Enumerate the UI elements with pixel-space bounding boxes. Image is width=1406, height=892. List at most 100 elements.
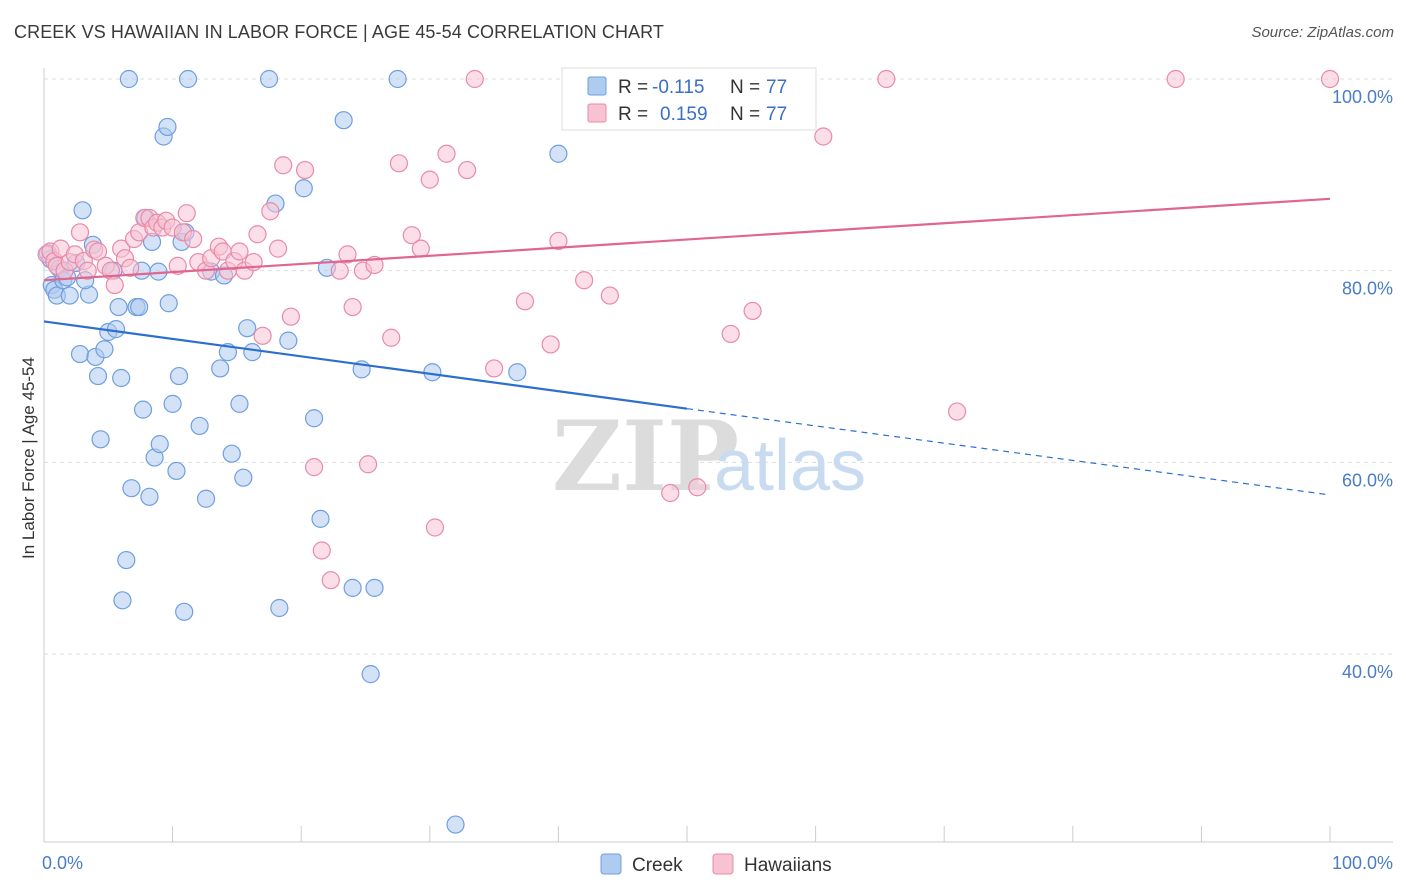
hawaiian-point-8 [70,223,90,242]
hawaiian-point-82 [1166,69,1185,89]
hawaiian-point-63 [425,518,445,537]
bottom-legend: Creek Hawaiians [600,853,832,876]
hawaiian-trend-line [43,197,1331,282]
hawaiian-point-62 [420,170,439,189]
creek-point-30 [133,400,153,419]
creek-point-25 [119,69,138,89]
chart-title: CREEK VS HAWAIIAN IN LABOR FORCE | AGE 4… [14,22,665,42]
creek-point-62 [311,509,330,528]
creek-point-61 [304,409,324,428]
y-tick-label-2: 80.0% [1342,279,1393,299]
creek-point-55 [243,343,262,362]
hawaiian-point-58 [382,328,401,347]
hawaiian-point-51 [321,571,340,590]
hawaiian-point-18 [121,258,140,277]
legend-swatch-creek [587,76,607,96]
hawaiian-point-71 [575,271,594,290]
creek-point-23 [117,550,136,570]
watermark-atlas: atlas [714,426,866,506]
hawaiian-point-80 [877,69,896,89]
creek-point-52 [230,394,249,413]
creek-point-51 [222,444,241,463]
creek-points [38,69,568,834]
hawaiian-point-79 [814,127,833,146]
bottom-legend-hawaiians: Hawaiians [744,855,832,876]
creek-point-54 [238,319,257,338]
y-tick-label-0: 40.0% [1342,662,1393,682]
creek-point-45 [178,69,198,89]
creek-point-41 [167,461,186,481]
hawaiian-point-76 [743,301,762,321]
hawaiian-point-48 [295,160,315,180]
creek-point-16 [91,430,110,449]
hawaiian-point-65 [457,160,477,180]
creek-point-65 [361,665,380,684]
hawaiian-point-39 [230,242,249,261]
hawaiian-points [37,69,1340,590]
legend-r-label-creek: R = [618,77,648,98]
y-tick-label-3: 100.0% [1332,87,1393,107]
watermark-zip: ZIP [552,400,739,513]
creek-trend-dashed [686,408,1331,496]
watermark: ZIP atlas [552,400,866,513]
creek-point-28 [130,297,149,317]
hawaiian-point-15 [105,275,124,295]
creek-point-47 [196,489,216,508]
creek-point-60 [294,179,313,198]
hawaiian-point-28 [168,256,187,275]
source-label: Source: ZipAtlas.com [1251,24,1394,41]
hawaiian-point-67 [485,359,504,378]
trend-lines [43,197,1331,496]
x-tick-labels: 0.0% 100.0% [42,853,1393,873]
creek-point-40 [163,394,182,413]
creek-point-21 [109,297,128,317]
hawaiian-point-81 [947,402,967,421]
creek-point-72 [549,144,568,163]
legend-r-value-hawaiians: 0.159 [660,104,708,125]
creek-point-49 [211,359,230,378]
hawaiian-point-59 [389,154,409,173]
creek-point-22 [112,368,131,388]
creek-point-70 [446,815,465,834]
creek-point-8 [60,286,79,305]
creek-point-44 [175,602,194,621]
legend: R = -0.115 N = 77 R = 0.159 N = 77 [561,67,817,131]
hawaiian-point-44 [261,202,280,221]
hawaiian-point-74 [688,478,707,497]
x-tick-label-0: 0.0% [42,853,83,873]
hawaiian-point-83 [1320,69,1340,89]
creek-point-58 [270,598,289,618]
hawaiian-point-50 [312,541,331,560]
hawaiian-point-61 [411,239,430,258]
axes [43,68,1393,843]
hawaiian-point-12 [88,242,108,261]
creek-point-15 [88,366,108,386]
x-tick-label-1: 100.0% [1332,853,1393,873]
creek-point-39 [159,294,178,313]
creek-trend-line [43,320,688,410]
creek-point-46 [190,416,209,436]
hawaiian-point-72 [600,286,619,305]
hawaiian-point-10 [78,261,97,280]
hawaiian-point-70 [549,231,568,251]
legend-n-value-hawaiians: 77 [766,104,787,125]
hawaiian-point-46 [274,156,293,175]
hawaiian-point-64 [437,144,456,163]
hawaiian-point-75 [721,324,740,344]
creek-point-17 [95,340,114,359]
hawaiian-point-47 [281,307,301,326]
y-tick-labels: 40.0% 60.0% 80.0% 100.0% [1332,87,1393,682]
hawaiian-point-54 [343,297,362,317]
bottom-legend-swatch-creek [600,853,622,875]
creek-point-42 [169,366,189,386]
hawaiian-point-45 [268,239,288,258]
creek-point-32 [140,487,159,506]
hawaiian-point-66 [465,69,484,89]
y-tick-label-1: 60.0% [1342,470,1393,490]
legend-r-label-hawaiians: R = [618,104,648,125]
creek-point-10 [73,201,92,220]
hawaiian-point-30 [177,204,196,223]
creek-point-13 [70,344,90,364]
hawaiian-point-31 [184,229,203,249]
legend-n-value-creek: 77 [766,77,787,98]
